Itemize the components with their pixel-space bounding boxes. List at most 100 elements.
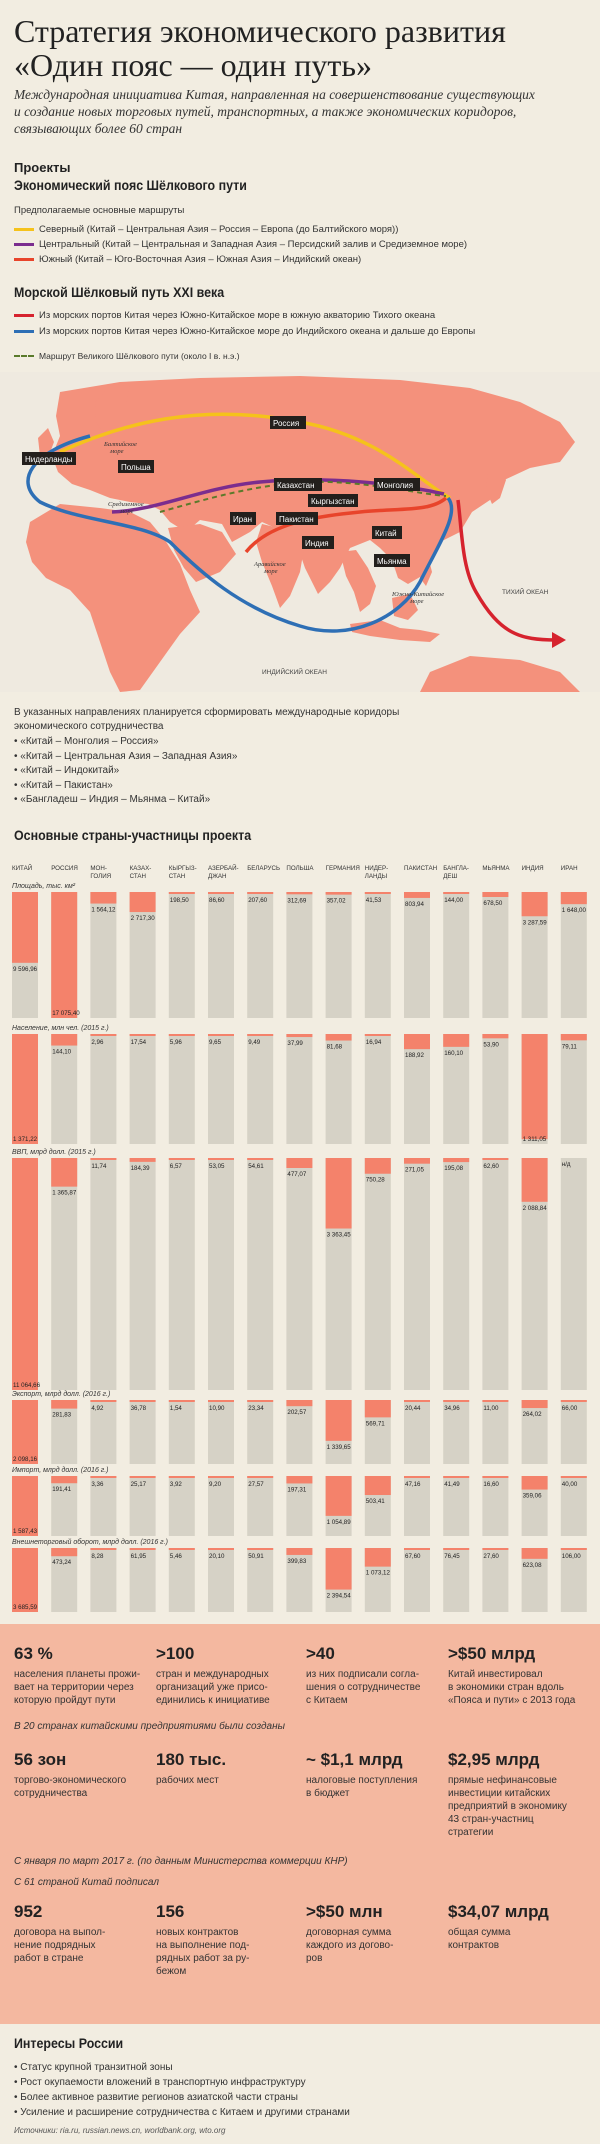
category-label: СТАН bbox=[130, 873, 146, 880]
stat-value: 180 тыс. bbox=[156, 1750, 227, 1769]
category-label: ДЖАН bbox=[208, 873, 227, 880]
route-ancient-dashed bbox=[159, 480, 447, 513]
stat-value: >100 bbox=[156, 1644, 195, 1663]
data-label: 11,74 bbox=[91, 1163, 107, 1170]
legend-label-north: Северный (Китай – Центральная Азия – Рос… bbox=[39, 224, 399, 235]
stat-value: 156 bbox=[156, 1902, 185, 1921]
map-label-mediterranean-2: море bbox=[119, 508, 134, 515]
russia-item: • Усиление и расширение сотрудничества с… bbox=[14, 2107, 350, 2118]
bar-value bbox=[286, 1400, 313, 1407]
bar-track bbox=[129, 1158, 156, 1390]
data-label: 2 394,54 bbox=[327, 1593, 352, 1600]
bar-track bbox=[247, 1158, 274, 1390]
land-borneo bbox=[392, 594, 418, 620]
data-label: 20,10 bbox=[209, 1553, 225, 1560]
corridor-text: «Китай – Монголия – Россия» bbox=[20, 736, 159, 747]
map-label-baltic: Балтийское bbox=[103, 441, 137, 448]
bar-value bbox=[129, 892, 156, 913]
map-label-poland: Польша bbox=[121, 463, 151, 472]
stat-desc: Китай инвестировал в экономики стран вдо… bbox=[448, 1669, 576, 1706]
legend-line-sea-pacific bbox=[14, 314, 34, 317]
route-south-red bbox=[244, 496, 448, 554]
label-bg-netherlands bbox=[22, 452, 76, 465]
bar-track bbox=[129, 892, 156, 1018]
bar-track bbox=[404, 1158, 430, 1390]
bar-track bbox=[90, 1548, 117, 1612]
legend-line-central bbox=[14, 243, 34, 246]
bar-value bbox=[364, 1548, 391, 1567]
bar-value bbox=[129, 1476, 156, 1478]
bar-value bbox=[90, 1548, 117, 1550]
data-label: 3,36 bbox=[91, 1481, 104, 1488]
bar-track bbox=[247, 1400, 274, 1464]
data-label: 9 596,96 bbox=[13, 966, 38, 973]
sources: Источники: ria.ru, russian.news.cn, worl… bbox=[14, 2126, 226, 2135]
bar-value bbox=[286, 1548, 313, 1555]
category-label: ГЕРМАНИЯ bbox=[326, 865, 360, 872]
data-label: 357,02 bbox=[327, 898, 346, 905]
category-label: КИТАЙ bbox=[12, 864, 32, 872]
map-label-mongolia: Монголия bbox=[377, 481, 413, 490]
bar-track bbox=[51, 1476, 78, 1536]
map-label-arabian-2: море bbox=[263, 568, 278, 575]
data-label: 17,54 bbox=[131, 1039, 147, 1046]
bar-track bbox=[286, 1034, 313, 1144]
data-label: 1 054,89 bbox=[327, 1519, 352, 1526]
series-title: Импорт, млрд долл. (2016 г.) bbox=[12, 1466, 109, 1474]
bar-track bbox=[404, 1548, 430, 1612]
bar-value bbox=[90, 1400, 117, 1402]
category-label: ИРАН bbox=[561, 865, 578, 872]
legend-label-sea-europe: Из морских портов Китая через Южно-Китай… bbox=[39, 326, 476, 337]
bar-value bbox=[364, 1158, 391, 1174]
land-africa bbox=[26, 504, 200, 692]
route-sea-blue bbox=[26, 434, 454, 633]
stat-desc: налоговые поступления в бюджет bbox=[306, 1775, 418, 1799]
data-label: 1 648,00 bbox=[562, 907, 587, 914]
countries-chart: КИТАЙ РОССИЯ МОН- ГОЛИЯ КАЗАХ- СТАН КЫРГЫЗ- СТА… bbox=[0, 856, 600, 1616]
bar-value bbox=[364, 1476, 391, 1496]
bar-value bbox=[482, 1158, 509, 1160]
land-indonesia bbox=[350, 620, 440, 642]
label-bg-china bbox=[372, 526, 402, 539]
bar-track bbox=[90, 1400, 117, 1464]
bar-value bbox=[247, 1158, 274, 1160]
category-label: СТАН bbox=[169, 873, 185, 880]
map-label-india: Индия bbox=[305, 539, 329, 548]
bar-track bbox=[404, 1034, 430, 1144]
bar-track bbox=[90, 1158, 117, 1390]
bar-value bbox=[208, 1548, 234, 1550]
corridor-item: • «Китай – Пакистан» bbox=[14, 779, 113, 791]
data-label: 25,17 bbox=[131, 1481, 147, 1488]
title-line-1: Стратегия экономического развития bbox=[14, 13, 506, 49]
corridor-item: • «Китай – Монголия – Россия» bbox=[14, 736, 159, 747]
bar-track bbox=[443, 1548, 470, 1612]
data-label: 2 098,16 bbox=[13, 1456, 38, 1463]
data-label: 67,60 bbox=[405, 1553, 421, 1560]
bar-track bbox=[482, 1034, 509, 1144]
data-label: 399,83 bbox=[287, 1558, 306, 1565]
data-label: 144,00 bbox=[444, 897, 463, 904]
corridor-item: • «Китай – Центральная Азия – Западная А… bbox=[14, 750, 238, 762]
data-label: 1,54 bbox=[170, 1405, 183, 1412]
bar-value bbox=[51, 1400, 78, 1409]
data-label: 66,00 bbox=[562, 1405, 578, 1412]
map-label-kazakhstan: Казахстан bbox=[277, 481, 315, 490]
bar-track bbox=[560, 892, 587, 1018]
label-bg-russia bbox=[270, 416, 306, 429]
bar-track bbox=[482, 1548, 509, 1612]
data-label: 27,57 bbox=[248, 1481, 264, 1488]
bar-track bbox=[51, 1400, 78, 1464]
data-label: 359,06 bbox=[523, 1493, 542, 1500]
corridor-text: «Китай – Индокитай» bbox=[20, 765, 120, 776]
bar-track bbox=[325, 1034, 352, 1144]
bar-track bbox=[247, 1548, 274, 1612]
bar-track bbox=[168, 1158, 195, 1390]
bar-value bbox=[208, 1400, 234, 1402]
bar-value bbox=[325, 1034, 352, 1041]
corridor-item: • «Китай – Индокитай» bbox=[14, 765, 120, 776]
data-label: 264,02 bbox=[523, 1411, 542, 1418]
bar-value bbox=[208, 892, 234, 894]
category-label: ПАКИСТАН bbox=[404, 865, 437, 872]
stat-total-contracts: $34,07 млрд общая сумма контрактов bbox=[448, 1902, 594, 1952]
bar-track bbox=[560, 1476, 587, 1536]
